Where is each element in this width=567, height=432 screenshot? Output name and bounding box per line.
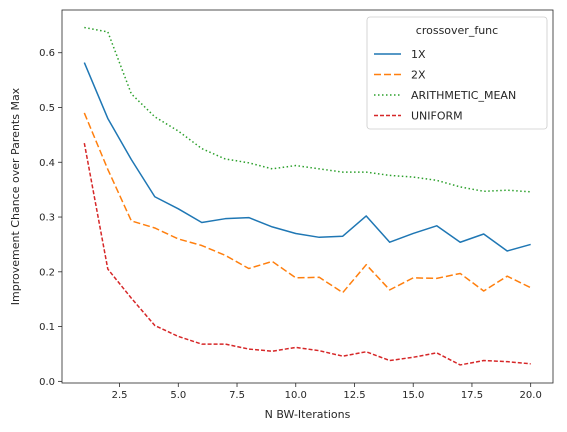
x-tick-label: 20.0 xyxy=(520,390,542,401)
legend-items: 1X 2X ARITHMETIC_MEAN UNIFORM xyxy=(374,48,516,123)
y-axis-label: Improvement Chance over Parents Max xyxy=(9,87,22,305)
y-tick-label: 0.6 xyxy=(39,48,55,59)
x-axis-label: N BW-Iterations xyxy=(265,408,351,421)
legend-box xyxy=(366,16,548,130)
x-tick-label: 10.0 xyxy=(285,390,307,401)
series-line-uniform xyxy=(83,142,531,366)
x-tick-label: 12.5 xyxy=(343,390,365,401)
plot-marks xyxy=(83,26,532,366)
legend-label-uniform: UNIFORM xyxy=(411,110,463,123)
x-axis: 2.5 5.0 7.5 10.0 12.5 15.0 17.5 20.0 xyxy=(112,383,542,401)
x-tick-label: 7.5 xyxy=(229,390,245,401)
series-line-2x xyxy=(83,112,532,294)
series-line-1x xyxy=(83,62,531,252)
legend-label-1x: 1X xyxy=(411,48,426,61)
series-line-arithmetic-mean xyxy=(84,26,531,193)
x-tick-label: 2.5 xyxy=(112,390,128,401)
y-axis: 0.0 0.1 0.2 0.3 0.4 0.5 0.6 xyxy=(39,48,62,388)
y-tick-label: 0.3 xyxy=(39,213,55,224)
plot-frame xyxy=(61,9,554,384)
y-tick-label: 0.1 xyxy=(39,322,55,333)
x-tick-label: 17.5 xyxy=(461,390,483,401)
legend-title: crossover_func xyxy=(416,24,498,37)
legend: crossover_func 1X 2X ARITHMETIC_MEAN UNIFOR… xyxy=(366,16,548,130)
x-tick-label: 15.0 xyxy=(402,390,424,401)
legend-label-arithmetic-mean: ARITHMETIC_MEAN xyxy=(411,89,516,102)
y-tick-label: 0.4 xyxy=(39,158,55,169)
y-tick-label: 0.0 xyxy=(39,377,55,388)
y-tick-label: 0.5 xyxy=(39,103,55,114)
y-tick-label: 0.2 xyxy=(39,267,55,278)
legend-label-2x: 2X xyxy=(411,69,426,82)
x-tick-label: 5.0 xyxy=(170,390,186,401)
